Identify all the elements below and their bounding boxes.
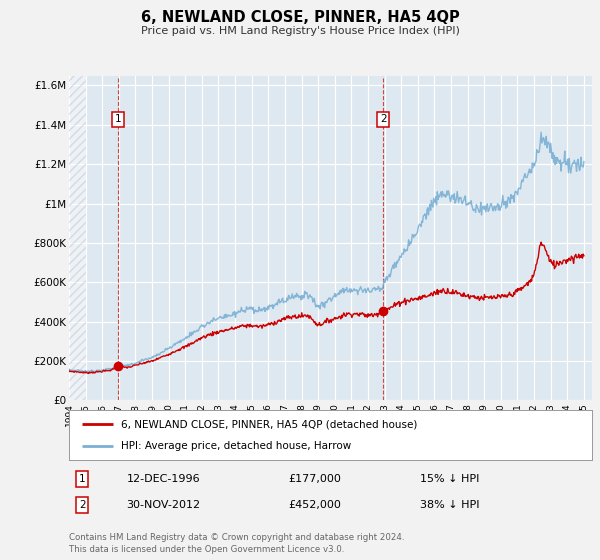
Text: 6, NEWLAND CLOSE, PINNER, HA5 4QP (detached house): 6, NEWLAND CLOSE, PINNER, HA5 4QP (detac… xyxy=(121,419,418,429)
Text: 1: 1 xyxy=(115,114,121,124)
Text: Price paid vs. HM Land Registry's House Price Index (HPI): Price paid vs. HM Land Registry's House … xyxy=(140,26,460,36)
Text: 6, NEWLAND CLOSE, PINNER, HA5 4QP: 6, NEWLAND CLOSE, PINNER, HA5 4QP xyxy=(140,10,460,25)
Bar xyxy=(69,76,86,400)
Text: Contains HM Land Registry data © Crown copyright and database right 2024.
This d: Contains HM Land Registry data © Crown c… xyxy=(69,533,404,554)
Text: 15% ↓ HPI: 15% ↓ HPI xyxy=(419,474,479,484)
Text: 2: 2 xyxy=(380,114,386,124)
Text: £177,000: £177,000 xyxy=(289,474,341,484)
Text: 30-NOV-2012: 30-NOV-2012 xyxy=(127,501,200,510)
Text: 38% ↓ HPI: 38% ↓ HPI xyxy=(419,501,479,510)
Text: HPI: Average price, detached house, Harrow: HPI: Average price, detached house, Harr… xyxy=(121,441,352,451)
Text: £452,000: £452,000 xyxy=(289,501,341,510)
Text: 2: 2 xyxy=(79,501,85,510)
Text: 12-DEC-1996: 12-DEC-1996 xyxy=(127,474,200,484)
Text: 1: 1 xyxy=(79,474,85,484)
